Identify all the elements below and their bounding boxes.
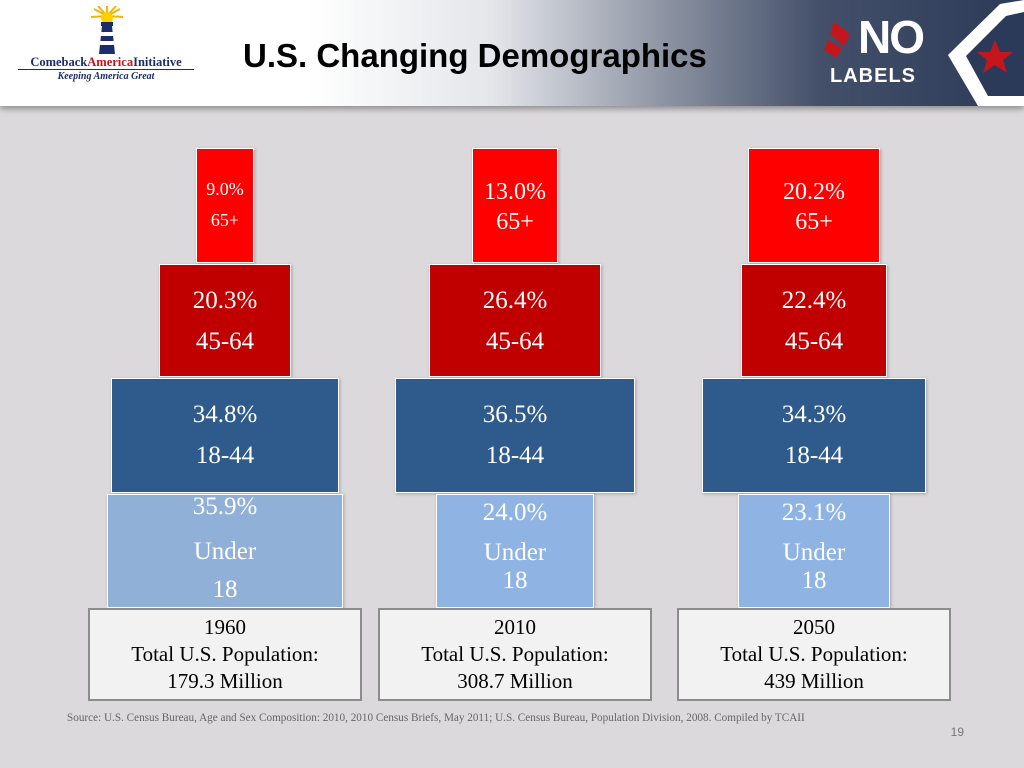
- bar-value-label: 34.8%: [192, 401, 258, 428]
- bar-2050-18-44: 34.3% 18-44: [701, 378, 927, 493]
- bar-value-label: 35.9%: [192, 493, 258, 520]
- year-info-box-1960: 1960 Total U.S. Population: 179.3 Million: [88, 608, 362, 701]
- no-labels-word-no: NO: [858, 11, 925, 63]
- year-info-box-2050: 2050 Total U.S. Population: 439 Million: [677, 608, 951, 701]
- bar-age-label: 65+: [496, 209, 534, 235]
- total-population-label: Total U.S. Population:: [131, 642, 319, 666]
- bar-age-label: 18-44: [784, 442, 844, 469]
- total-population-label: Total U.S. Population:: [421, 642, 609, 666]
- bar-value-label: 36.5%: [482, 401, 548, 428]
- year-label: 2050: [793, 615, 835, 639]
- bar-2010-18-44: 36.5% 18-44: [395, 378, 635, 493]
- no-labels-word-labels: LABELS: [830, 65, 916, 87]
- year-label: 1960: [204, 615, 246, 639]
- bar-1960-18-44: 34.8% 18-44: [111, 378, 339, 493]
- bar-age-label: Under 18: [782, 539, 846, 594]
- year-info-box-2010: 2010 Total U.S. Population: 308.7 Million: [378, 608, 652, 701]
- bar-2010-65-plus: 13.0% 65+: [472, 148, 558, 263]
- total-population-value: 179.3 Million: [167, 669, 283, 693]
- bar-value-label: 9.0%: [206, 179, 244, 199]
- logo-wordmark: ComebackAmericaInitiative: [30, 55, 182, 69]
- slide-title: U.S. Changing Demographics: [243, 37, 707, 74]
- bar-value-label: 20.2%: [782, 179, 845, 205]
- bar-value-label: 20.3%: [192, 287, 258, 314]
- star-emblem-icon: [824, 0, 1024, 106]
- bar-2050-under-18: 23.1% Under 18: [738, 494, 890, 608]
- comeback-america-logo: ComebackAmericaInitiative Keeping Americ…: [16, 6, 196, 102]
- bar-2050-65-plus: 20.2% 65+: [747, 148, 881, 263]
- bar-age-label: 18-44: [195, 442, 255, 469]
- bar-age-label: 45-64: [485, 328, 545, 355]
- bar-1960-under-18: 35.9% Under 18: [107, 493, 343, 608]
- bar-value-label: 24.0%: [482, 499, 548, 526]
- bar-2010-under-18: 24.0% Under 18: [436, 494, 594, 608]
- year-label: 2010: [494, 615, 536, 639]
- bar-1960-45-64: 20.3% 45-64: [158, 264, 292, 377]
- bar-2050-45-64: 22.4% 45-64: [740, 264, 888, 377]
- bar-value-label: 34.3%: [781, 401, 847, 428]
- slide-header: ComebackAmericaInitiative Keeping Americ…: [0, 0, 1024, 106]
- total-population-label: Total U.S. Population:: [720, 642, 908, 666]
- bar-age-label: 45-64: [784, 328, 844, 355]
- bar-age-label: 65+: [210, 210, 240, 230]
- bar-age-label: 18-44: [485, 442, 545, 469]
- bar-value-label: 22.4%: [781, 287, 847, 314]
- bar-value-label: 26.4%: [482, 287, 548, 314]
- lighthouse-icon: [90, 6, 124, 54]
- no-labels-logo: NO LABELS: [820, 0, 1024, 106]
- bar-1960-65-plus: 9.0% 65+: [195, 148, 255, 263]
- logo-divider: [18, 69, 194, 70]
- bar-age-label: 65+: [795, 209, 833, 235]
- logo-tagline: Keeping America Great: [57, 71, 155, 82]
- bar-age-label: Under 18: [193, 538, 257, 603]
- total-population-value: 439 Million: [764, 669, 864, 693]
- page-number: 19: [950, 725, 964, 739]
- total-population-value: 308.7 Million: [457, 669, 573, 693]
- bar-age-label: 45-64: [195, 328, 255, 355]
- bar-2010-45-64: 26.4% 45-64: [428, 264, 602, 377]
- bar-age-label: Under 18: [483, 539, 547, 594]
- source-note: Source: U.S. Census Bureau, Age and Sex …: [67, 712, 805, 724]
- bar-value-label: 13.0%: [483, 179, 546, 205]
- bar-value-label: 23.1%: [781, 499, 847, 526]
